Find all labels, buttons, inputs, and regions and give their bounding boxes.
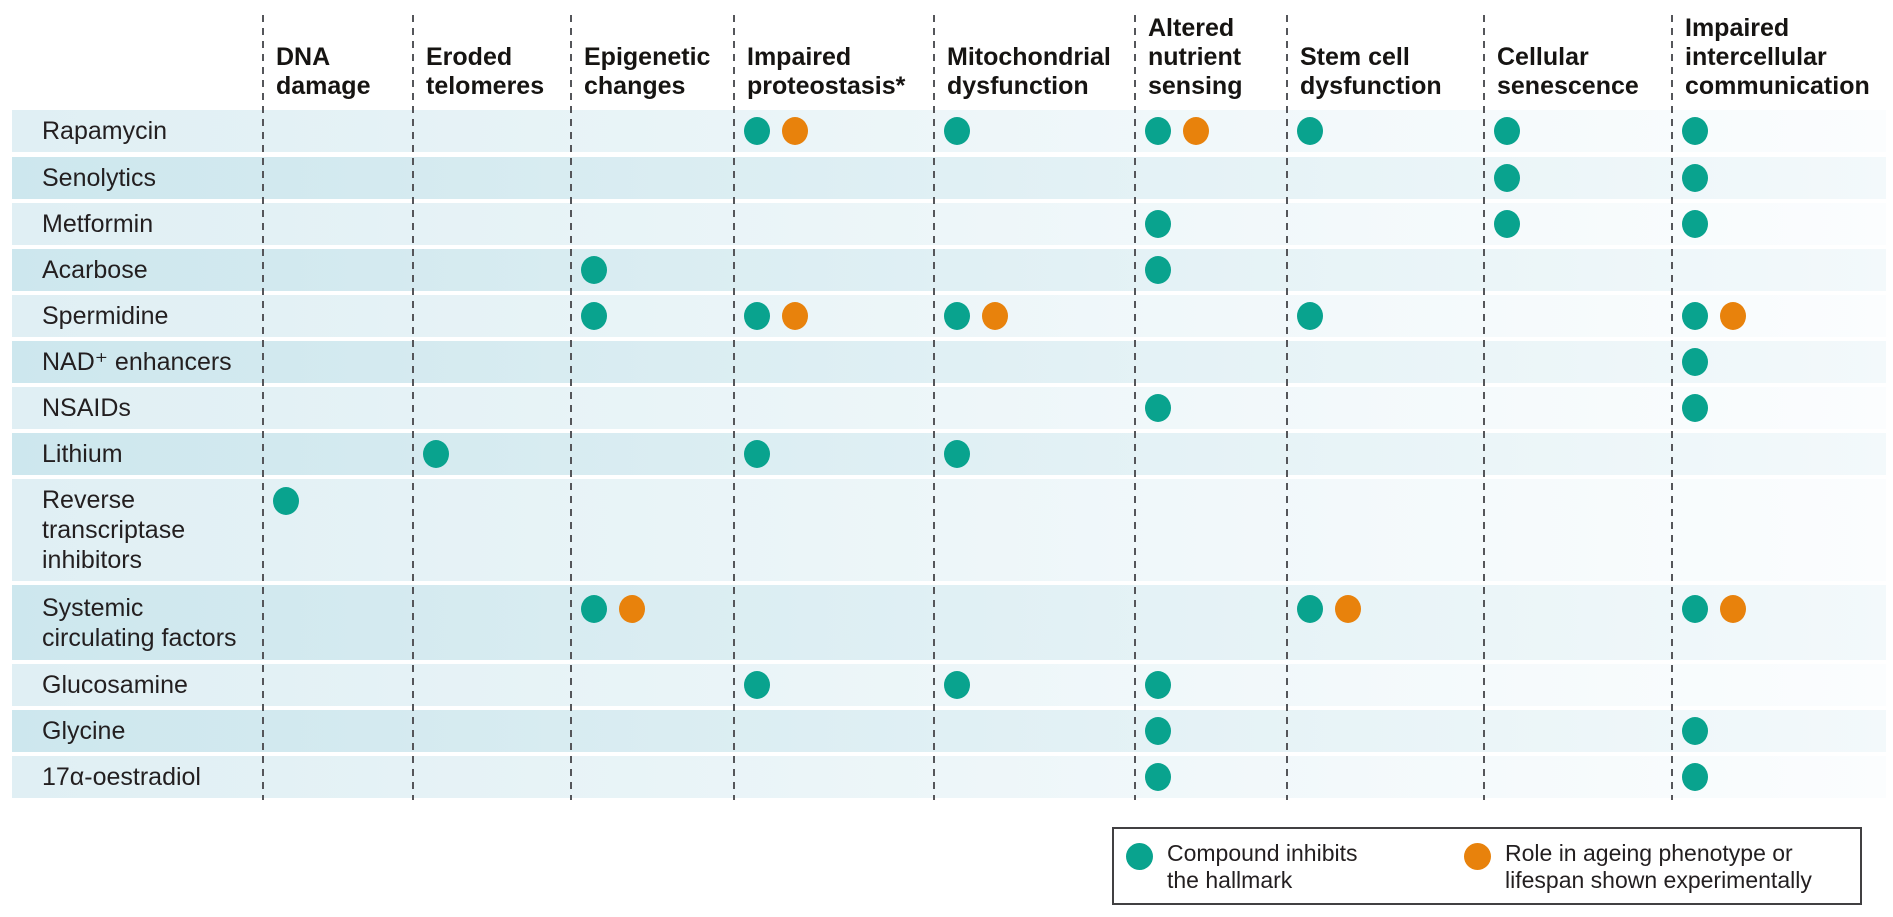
- inhibits-hallmark-dot: [744, 117, 770, 145]
- inhibits-hallmark-dot: [1682, 348, 1708, 376]
- inhibits-hallmark-dot: [1145, 210, 1171, 238]
- column-header: Impaired intercellular communication: [1685, 14, 1870, 100]
- column-header: Altered nutrient sensing: [1148, 14, 1243, 100]
- legend-orange-dot: [1464, 843, 1491, 870]
- experimental-role-dot: [782, 117, 808, 145]
- inhibits-hallmark-dot: [944, 302, 970, 330]
- column-header: Stem cell dysfunction: [1300, 43, 1442, 100]
- table-row: Systemic circulating factors: [12, 585, 1886, 660]
- table-row: Acarbose: [12, 249, 1886, 291]
- inhibits-hallmark-dot: [273, 487, 299, 515]
- column-divider: [733, 15, 735, 800]
- inhibits-hallmark-dot: [1682, 394, 1708, 422]
- column-header: Eroded telomeres: [426, 43, 545, 100]
- table-row: Glucosamine: [12, 664, 1886, 706]
- legend-teal-dot: [1126, 843, 1153, 870]
- inhibits-hallmark-dot: [1145, 117, 1171, 145]
- inhibits-hallmark-dot: [581, 302, 607, 330]
- row-label: 17α-oestradiol: [42, 763, 201, 791]
- inhibits-hallmark-dot: [1682, 717, 1708, 745]
- inhibits-hallmark-dot: [1682, 302, 1708, 330]
- row-label: Systemic circulating factors: [42, 593, 237, 652]
- experimental-role-dot: [1183, 117, 1209, 145]
- column-divider: [412, 15, 414, 800]
- experimental-role-dot: [1720, 302, 1746, 330]
- inhibits-hallmark-dot: [1297, 117, 1323, 145]
- row-label: Reverse transcriptase inhibitors: [42, 486, 186, 574]
- inhibits-hallmark-dot: [1682, 117, 1708, 145]
- legend: Compound inhibits the hallmark Role in a…: [1112, 827, 1862, 905]
- inhibits-hallmark-dot: [1145, 763, 1171, 791]
- experimental-role-dot: [982, 302, 1008, 330]
- inhibits-hallmark-dot: [581, 595, 607, 623]
- row-label: Acarbose: [42, 256, 148, 284]
- table-row: Metformin: [12, 203, 1886, 245]
- legend-label-inhibits: Compound inhibits the hallmark: [1167, 840, 1358, 893]
- column-divider: [1286, 15, 1288, 800]
- table-row: NSAIDs: [12, 387, 1886, 429]
- inhibits-hallmark-dot: [1145, 671, 1171, 699]
- inhibits-hallmark-dot: [1682, 210, 1708, 238]
- inhibits-hallmark-dot: [1145, 717, 1171, 745]
- column-divider: [933, 15, 935, 800]
- inhibits-hallmark-dot: [581, 256, 607, 284]
- inhibits-hallmark-dot: [744, 440, 770, 468]
- table-row: Glycine: [12, 710, 1886, 752]
- inhibits-hallmark-dot: [944, 117, 970, 145]
- row-label: Rapamycin: [42, 117, 168, 145]
- inhibits-hallmark-dot: [1494, 117, 1520, 145]
- table-row: Senolytics: [12, 157, 1886, 199]
- column-header: Impaired proteostasis*: [747, 43, 906, 100]
- inhibits-hallmark-dot: [1145, 256, 1171, 284]
- inhibits-hallmark-dot: [1297, 302, 1323, 330]
- column-divider: [1671, 15, 1673, 800]
- column-divider: [262, 15, 264, 800]
- experimental-role-dot: [619, 595, 645, 623]
- inhibits-hallmark-dot: [744, 302, 770, 330]
- row-label: Spermidine: [42, 302, 169, 330]
- legend-item-experimental: Role in ageing phenotype or lifespan sho…: [1464, 840, 1855, 894]
- legend-item-inhibits: Compound inhibits the hallmark: [1126, 840, 1389, 894]
- inhibits-hallmark-dot: [1682, 763, 1708, 791]
- inhibits-hallmark-dot: [1494, 210, 1520, 238]
- inhibits-hallmark-dot: [1297, 595, 1323, 623]
- row-label: NAD⁺ enhancers: [42, 348, 232, 376]
- column-header: Epigenetic changes: [584, 43, 711, 100]
- column-header: DNA damage: [276, 43, 371, 100]
- inhibits-hallmark-dot: [744, 671, 770, 699]
- inhibits-hallmark-dot: [423, 440, 449, 468]
- row-label: Metformin: [42, 210, 154, 238]
- table-row: NAD⁺ enhancers: [12, 341, 1886, 383]
- inhibits-hallmark-dot: [944, 440, 970, 468]
- inhibits-hallmark-dot: [1494, 164, 1520, 192]
- column-divider: [1134, 15, 1136, 800]
- legend-label-experimental: Role in ageing phenotype or lifespan sho…: [1505, 840, 1812, 893]
- inhibits-hallmark-dot: [1682, 164, 1708, 192]
- column-header: Mitochondrial dysfunction: [947, 43, 1111, 100]
- column-header: Cellular senescence: [1497, 43, 1639, 100]
- column-divider: [570, 15, 572, 800]
- row-label: NSAIDs: [42, 394, 131, 422]
- experimental-role-dot: [1335, 595, 1361, 623]
- table-row: Reverse transcriptase inhibitors: [12, 479, 1886, 581]
- inhibits-hallmark-dot: [1145, 394, 1171, 422]
- row-label: Lithium: [42, 440, 123, 468]
- experimental-role-dot: [1720, 595, 1746, 623]
- row-label: Senolytics: [42, 164, 156, 192]
- inhibits-hallmark-dot: [1682, 595, 1708, 623]
- row-label: Glycine: [42, 717, 126, 745]
- column-divider: [1483, 15, 1485, 800]
- experimental-role-dot: [782, 302, 808, 330]
- table-row: 17α-oestradiol: [12, 756, 1886, 798]
- row-label: Glucosamine: [42, 671, 188, 699]
- inhibits-hallmark-dot: [944, 671, 970, 699]
